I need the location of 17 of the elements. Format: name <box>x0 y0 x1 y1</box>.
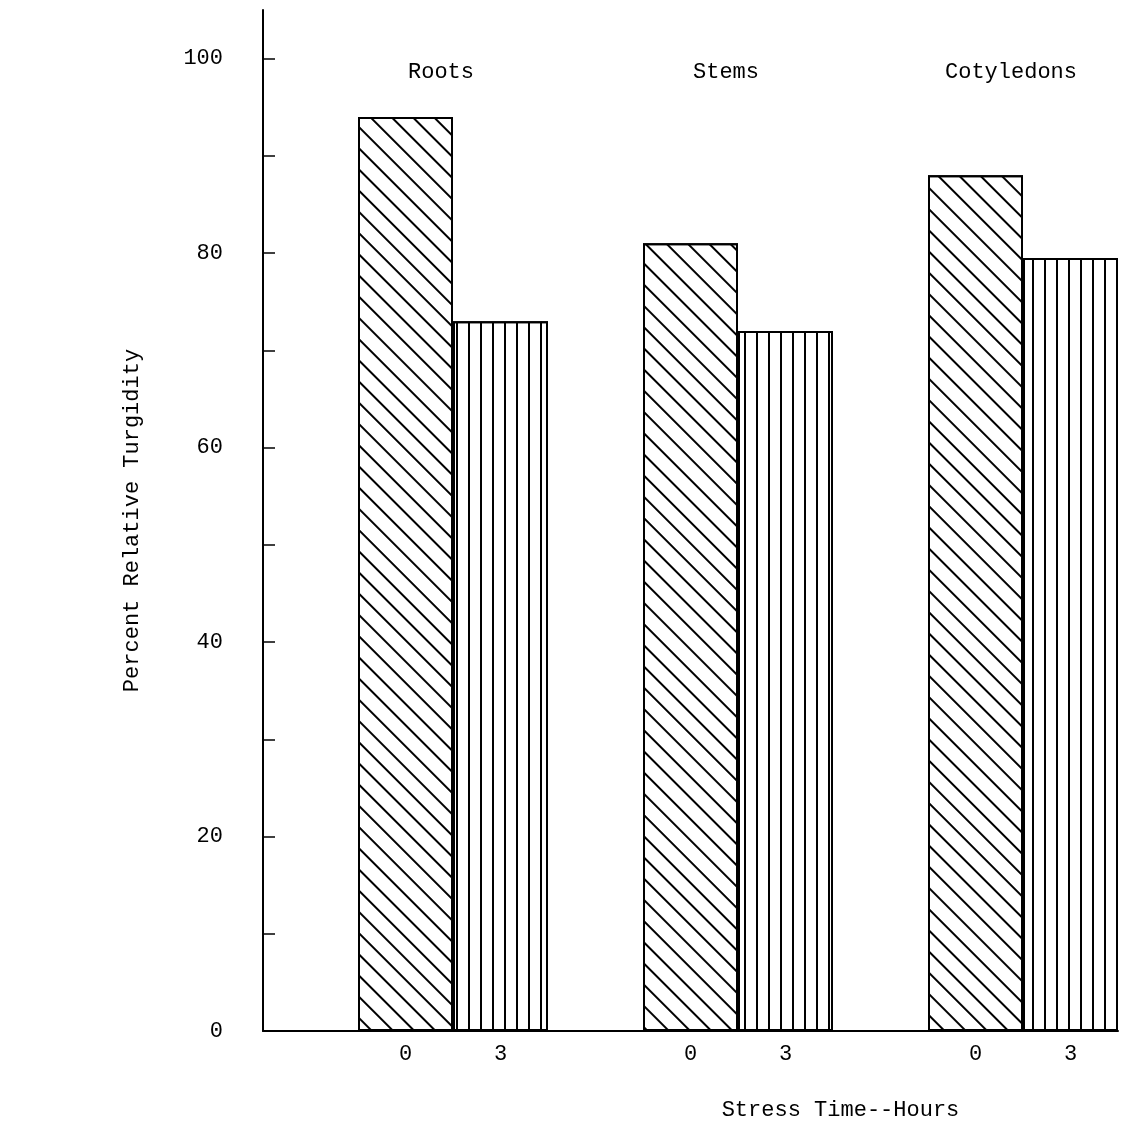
y-tick-label: 0 <box>209 1018 223 1044</box>
x-tick-label: 3 <box>493 1041 508 1067</box>
y-tick-label: 40 <box>196 629 223 655</box>
y-tick-label: 80 <box>196 240 223 266</box>
y-tick-label: 60 <box>196 435 223 461</box>
y-axis-title: Percent Relative Turgidity <box>119 348 145 693</box>
y-tick-label: 100 <box>183 46 223 72</box>
annotation: Roots <box>407 59 475 85</box>
x-tick-label: 0 <box>683 1041 698 1067</box>
x-tick-label: 3 <box>778 1041 793 1067</box>
x-tick-label: 0 <box>398 1041 413 1067</box>
x-axis-title: Stress Time--Hours <box>721 1097 960 1123</box>
y-tick-label: 20 <box>196 824 223 850</box>
annotation: Stems <box>692 59 760 85</box>
x-tick-label: 0 <box>968 1041 983 1067</box>
annotation: Cotyledons <box>944 59 1078 85</box>
x-tick-label: 3 <box>1063 1041 1078 1067</box>
